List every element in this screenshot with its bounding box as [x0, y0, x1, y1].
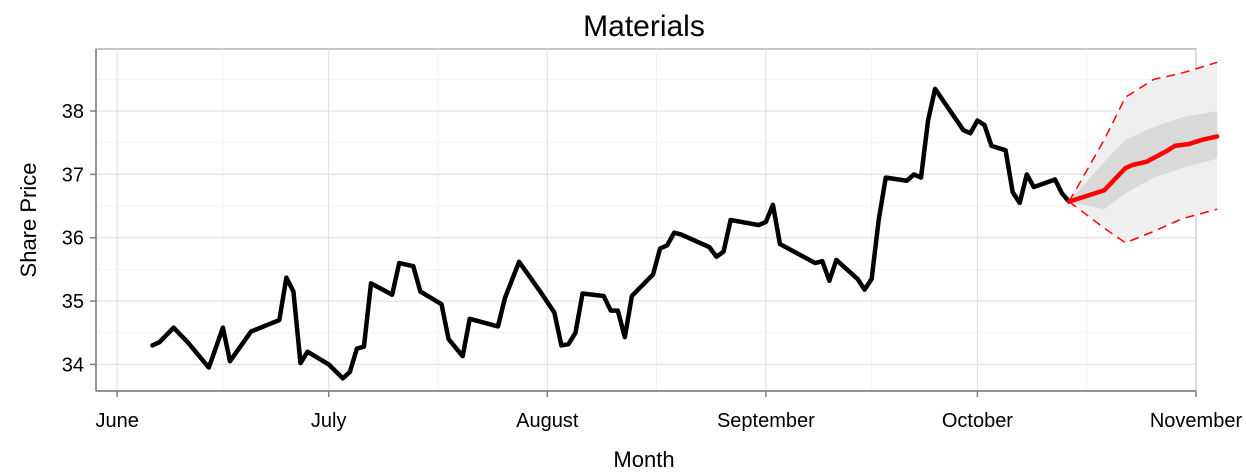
y-tick-label: 38 [62, 101, 84, 123]
x-tick-label: July [311, 410, 347, 432]
grid-major [96, 49, 1197, 391]
y-tick-label: 36 [62, 228, 84, 250]
history-series-line [150, 86, 1072, 381]
x-tick-label: November [1150, 410, 1243, 432]
x-tick-label: September [717, 410, 815, 432]
x-tick-label: June [95, 410, 138, 432]
plot-panel [95, 48, 1197, 392]
forecast-lower-bound-line [1068, 201, 1218, 244]
y-tick-label: 37 [62, 164, 84, 186]
forecast-inner-band [1069, 111, 1218, 210]
forecast-interval [1068, 61, 1218, 244]
series-lines [150, 86, 1220, 381]
forecast-series-line [1066, 134, 1220, 204]
axes [95, 49, 1196, 392]
y-axis-title: Share Price [16, 163, 41, 278]
y-tick-label: 34 [62, 354, 84, 376]
x-axis-ticks: June July August September October November [95, 391, 1242, 432]
x-tick-label: October [942, 410, 1013, 432]
x-axis-title: Month [613, 447, 674, 472]
grid-minor [96, 49, 1196, 391]
y-axis-ticks: 34 35 36 37 38 [62, 101, 96, 376]
y-tick-label: 35 [62, 291, 84, 313]
chart-title: Materials [583, 10, 705, 43]
x-tick-label: August [516, 410, 579, 432]
forecast-upper-bound-line [1068, 61, 1218, 203]
